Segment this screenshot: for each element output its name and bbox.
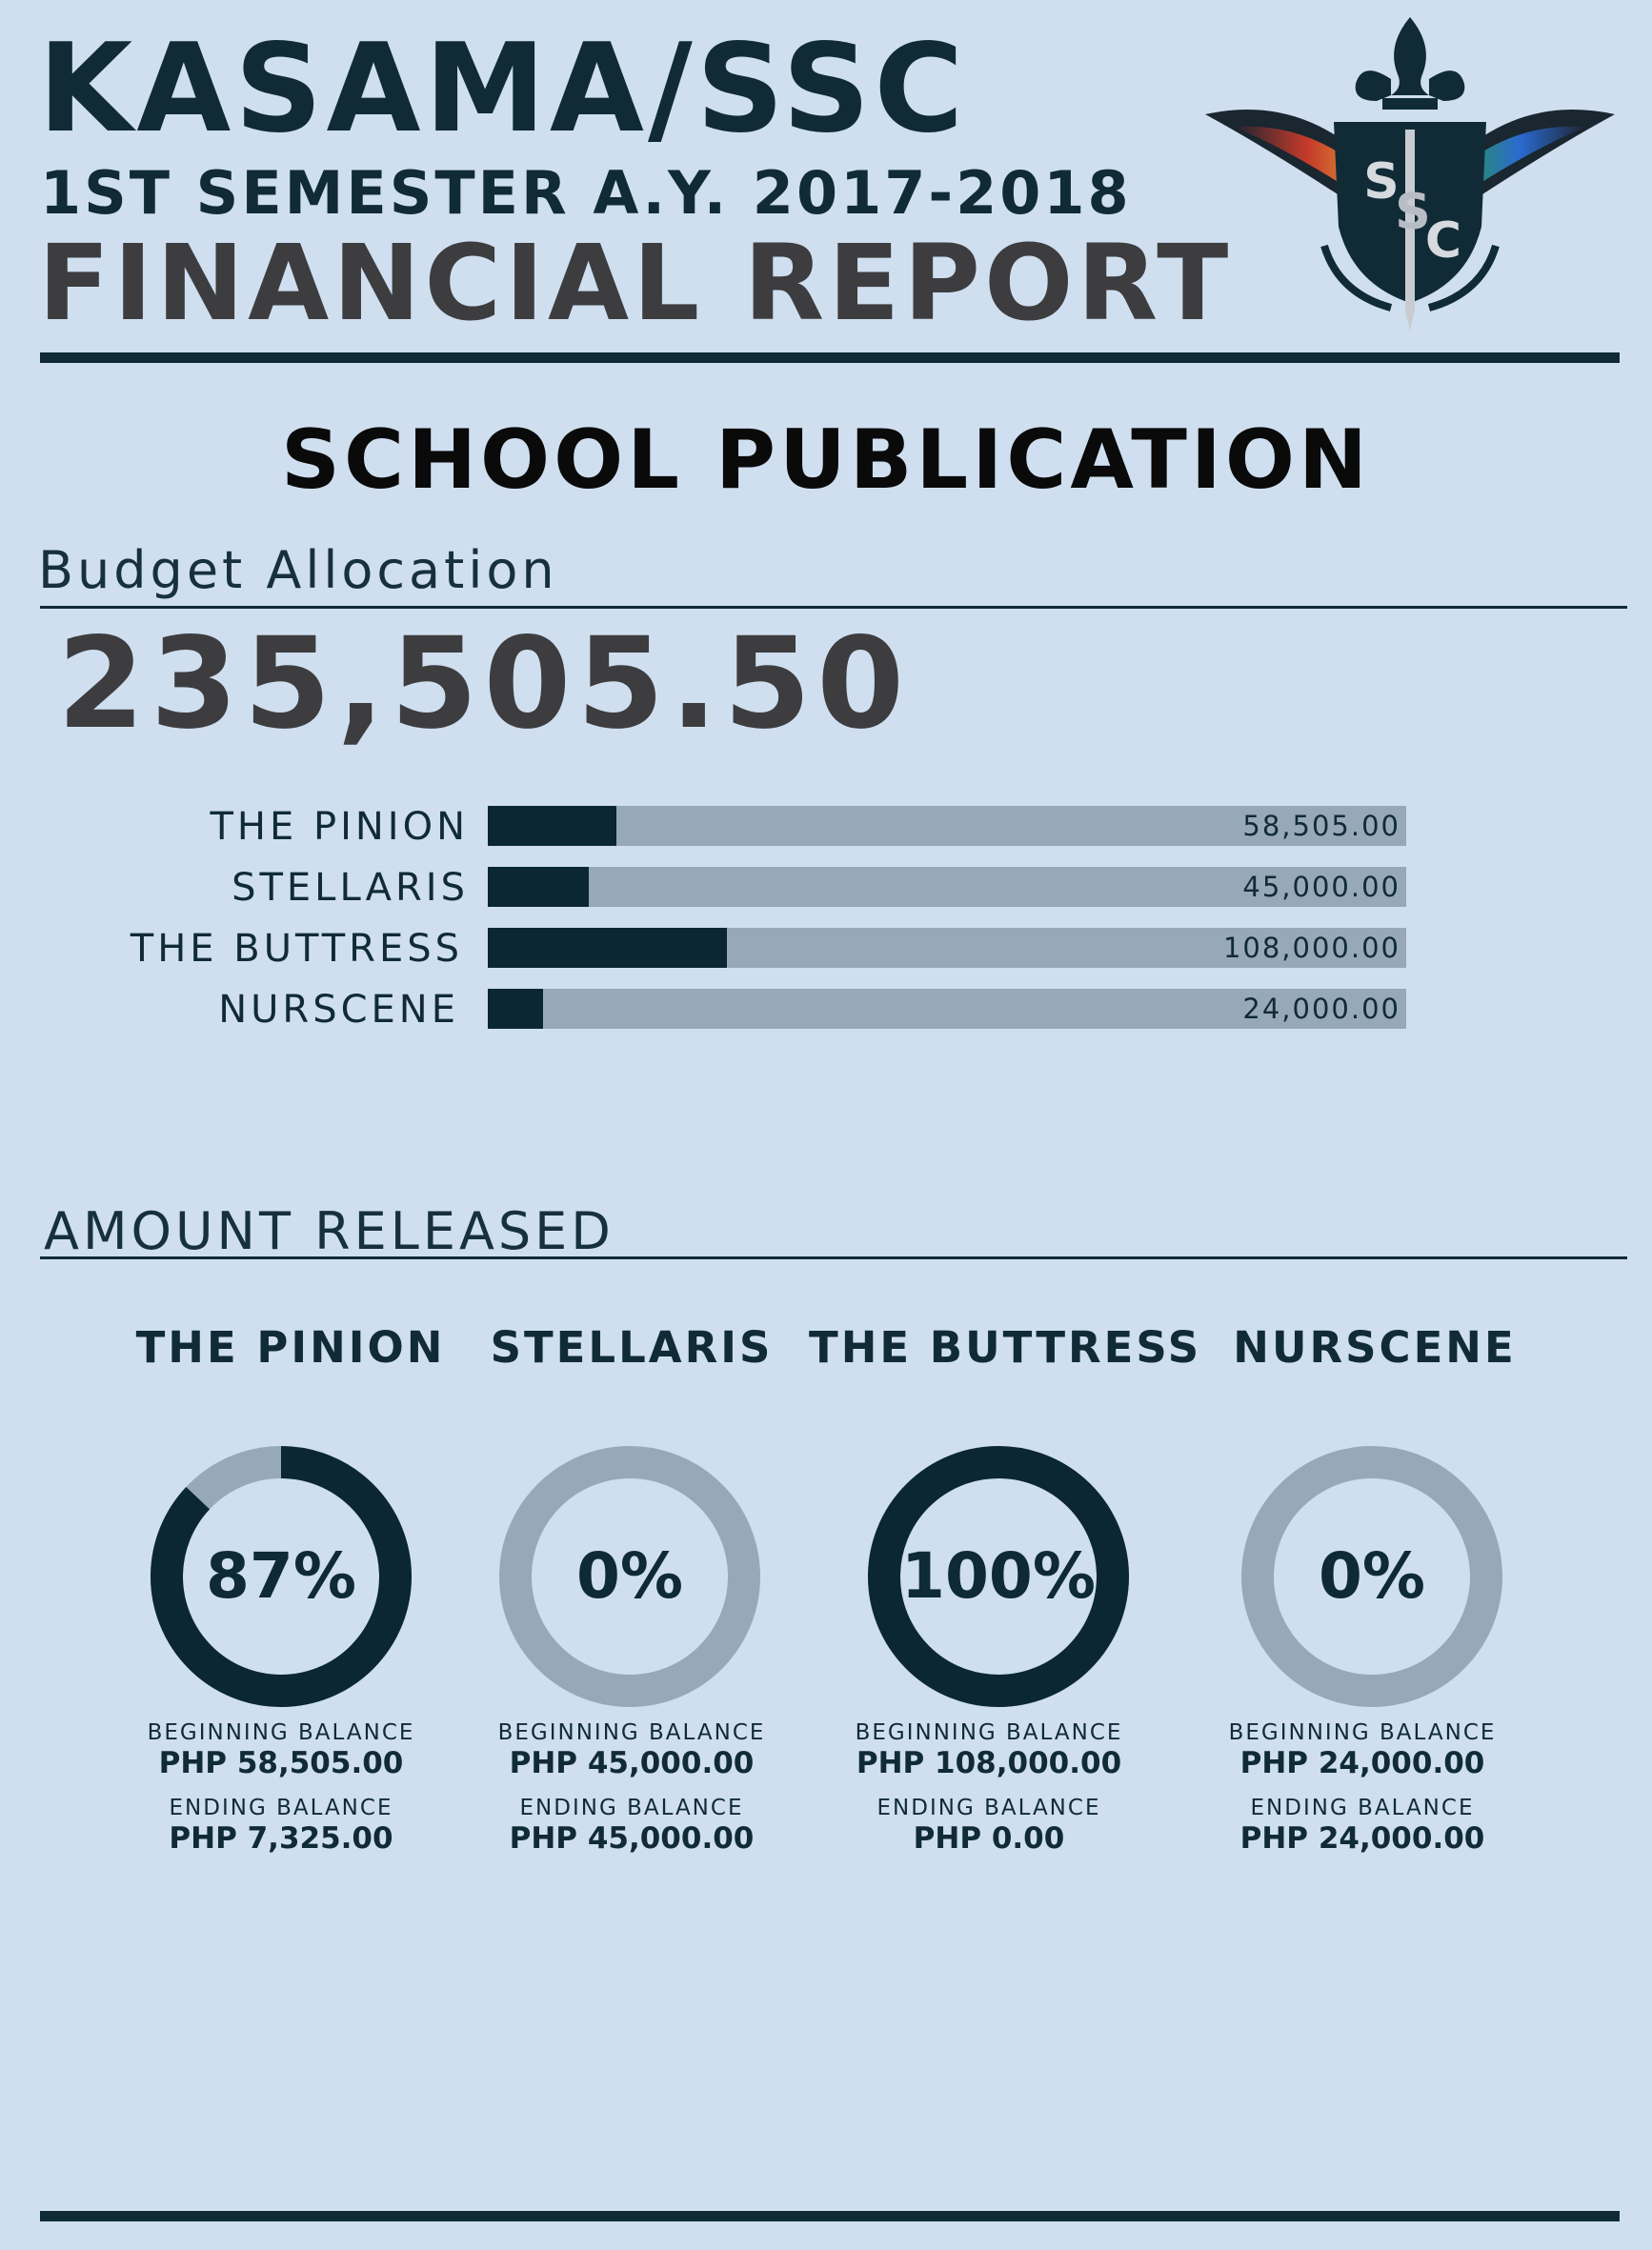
beginning-label-the-buttress: BEGINNING BALANCE xyxy=(855,1720,1123,1745)
bar-fill-nurscene xyxy=(488,989,543,1029)
bar-track-the-pinion: 58,505.00 xyxy=(488,806,1406,846)
ring-track-stellaris xyxy=(499,1446,760,1707)
semester-title: 1ST SEMESTER A.Y. 2017-2018 xyxy=(40,158,1132,228)
donut-the-pinion: 87% xyxy=(148,1443,414,1710)
ring-title-nurscene: NURSCENE xyxy=(1233,1322,1517,1373)
ring-fill-the-pinion xyxy=(151,1446,412,1707)
budget-allocation-label: Budget Allocation xyxy=(38,540,558,600)
budget-total: 235,505.50 xyxy=(57,611,911,757)
beginning-value-the-pinion: PHP 58,505.00 xyxy=(158,1746,404,1780)
ending-value-nurscene: PHP 24,000.00 xyxy=(1239,1821,1485,1856)
ring-fill-the-buttress xyxy=(868,1446,1129,1707)
beginning-value-nurscene: PHP 24,000.00 xyxy=(1239,1746,1485,1780)
bar-label-stellaris: STELLARIS xyxy=(232,866,469,910)
section-title: SCHOOL PUBLICATION xyxy=(281,412,1371,508)
ending-value-stellaris: PHP 45,000.00 xyxy=(509,1821,755,1856)
beginning-value-stellaris: PHP 45,000.00 xyxy=(509,1746,755,1780)
ring-title-the-buttress: THE BUTTRESS xyxy=(809,1322,1202,1373)
donut-the-buttress: 100% xyxy=(865,1443,1132,1710)
donut-stellaris: 0% xyxy=(496,1443,763,1710)
ssc-crest-logo-icon: S S C xyxy=(1205,17,1615,331)
org-title: KASAMA/SSC xyxy=(38,18,968,160)
donut-nurscene: 0% xyxy=(1239,1443,1505,1710)
ring-percent-the-pinion: 87% xyxy=(206,1539,356,1613)
bar-label-nurscene: NURSCENE xyxy=(218,988,459,1032)
bar-label-the-pinion: THE PINION xyxy=(210,805,469,849)
beginning-label-nurscene: BEGINNING BALANCE xyxy=(1228,1720,1497,1745)
ending-label-the-buttress: ENDING BALANCE xyxy=(876,1796,1101,1820)
ring-track-nurscene xyxy=(1241,1446,1502,1707)
ring-percent-the-buttress: 100% xyxy=(901,1539,1096,1613)
bar-fill-the-buttress xyxy=(488,928,727,968)
beginning-value-the-buttress: PHP 108,000.00 xyxy=(856,1746,1122,1780)
svg-text:S: S xyxy=(1363,153,1399,211)
beginning-label-stellaris: BEGINNING BALANCE xyxy=(497,1720,766,1745)
bar-fill-stellaris xyxy=(488,867,590,907)
ending-label-the-pinion: ENDING BALANCE xyxy=(169,1796,393,1820)
released-divider xyxy=(40,1256,1627,1259)
amount-released-label: AMOUNT RELEASED xyxy=(44,1201,614,1261)
svg-text:S: S xyxy=(1395,184,1430,241)
bar-value-nurscene: 24,000.00 xyxy=(1242,993,1400,1025)
ending-label-stellaris: ENDING BALANCE xyxy=(519,1796,744,1820)
bar-label-the-buttress: THE BUTTRESS xyxy=(130,927,463,971)
bar-value-the-pinion: 58,505.00 xyxy=(1242,810,1400,842)
ending-label-nurscene: ENDING BALANCE xyxy=(1250,1796,1475,1820)
svg-text:C: C xyxy=(1425,212,1461,270)
report-title: FINANCIAL REPORT xyxy=(38,222,1233,344)
bar-fill-the-pinion xyxy=(488,806,616,846)
ring-percent-stellaris: 0% xyxy=(575,1539,684,1613)
footer-divider xyxy=(40,2211,1620,2221)
bar-value-stellaris: 45,000.00 xyxy=(1242,871,1400,903)
header-divider xyxy=(40,352,1620,363)
bar-value-the-buttress: 108,000.00 xyxy=(1222,932,1400,964)
budget-divider xyxy=(40,606,1627,609)
bar-track-stellaris: 45,000.00 xyxy=(488,867,1406,907)
beginning-label-the-pinion: BEGINNING BALANCE xyxy=(147,1720,415,1745)
ring-title-stellaris: STELLARIS xyxy=(490,1322,774,1373)
bar-track-nurscene: 24,000.00 xyxy=(488,989,1406,1029)
bar-track-the-buttress: 108,000.00 xyxy=(488,928,1406,968)
ending-value-the-pinion: PHP 7,325.00 xyxy=(169,1821,393,1856)
ring-title-the-pinion: THE PINION xyxy=(135,1322,446,1373)
ending-value-the-buttress: PHP 0.00 xyxy=(913,1821,1065,1856)
ring-percent-nurscene: 0% xyxy=(1318,1539,1426,1613)
